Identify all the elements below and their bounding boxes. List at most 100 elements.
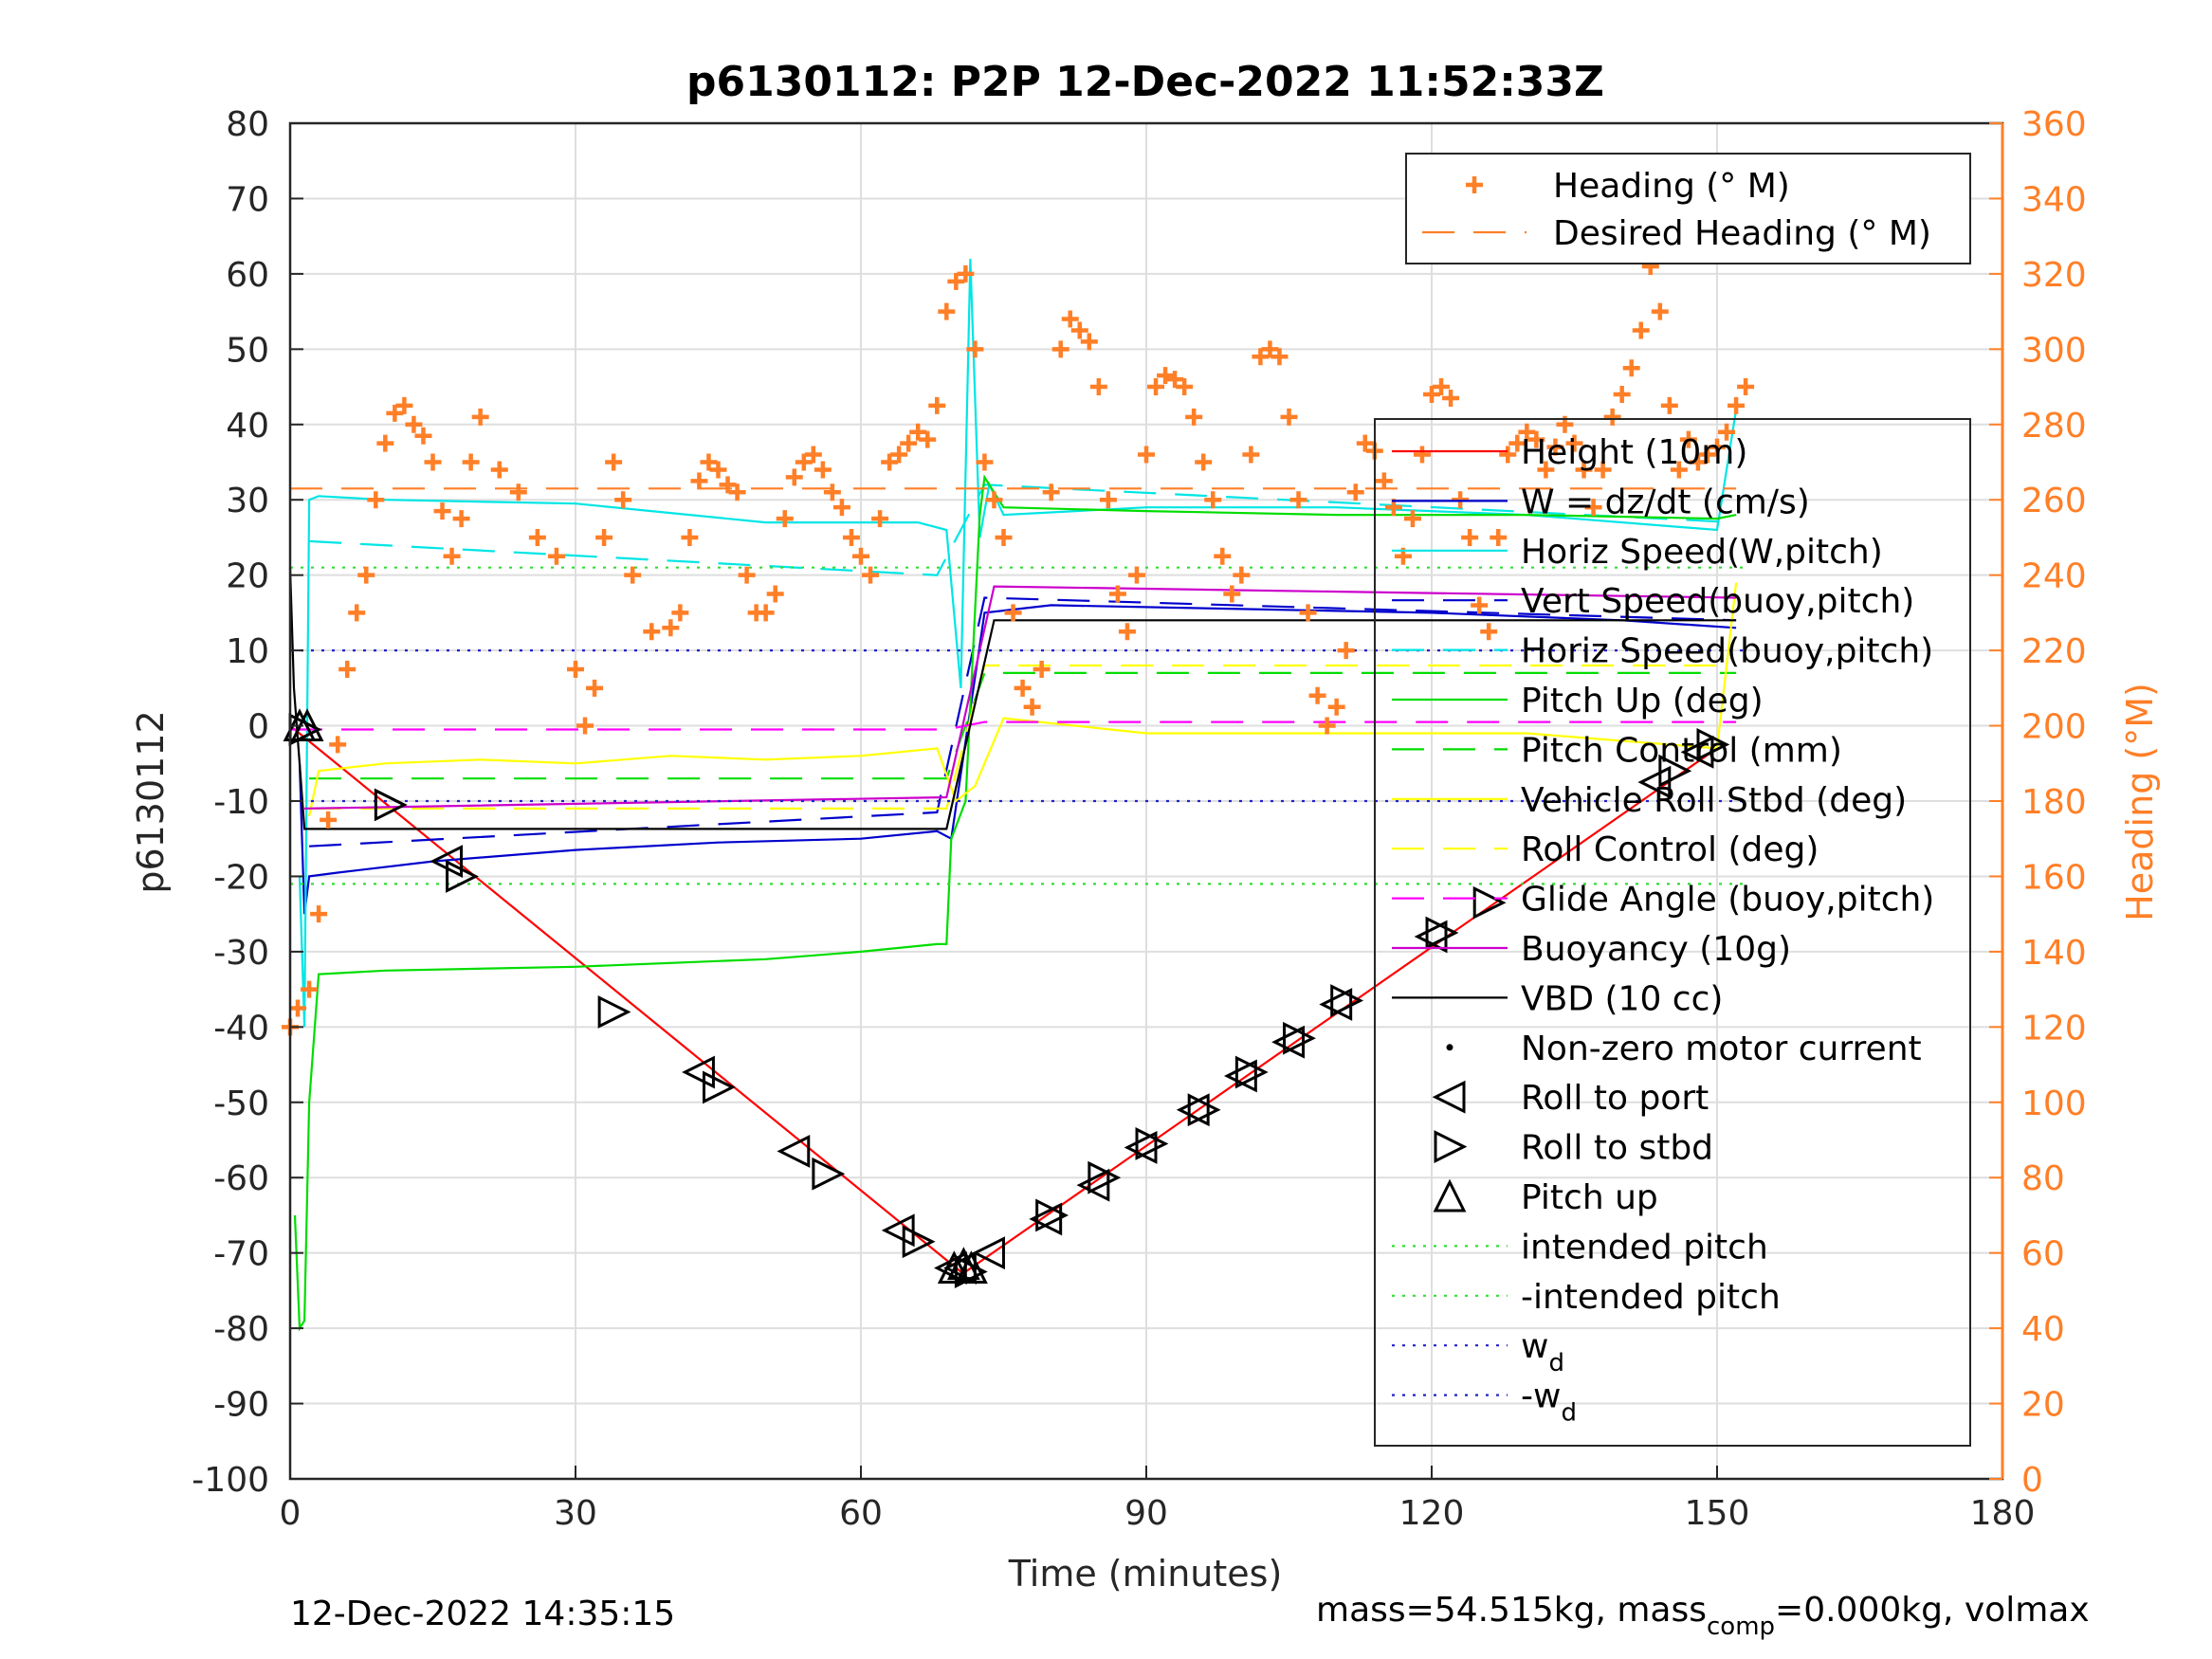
legend-main-sample <box>1434 1130 1468 1164</box>
heading-point <box>1080 333 1098 351</box>
heading-point <box>605 453 623 471</box>
heading-point <box>1127 566 1145 584</box>
heading-point <box>976 453 994 471</box>
x-tick-label: 120 <box>1399 1494 1465 1533</box>
legend-main-label: Non-zero motor current <box>1521 1030 1922 1068</box>
heading-point <box>1499 446 1517 464</box>
y-left-tick-label: 80 <box>226 105 269 144</box>
y-right-tick-label: 160 <box>2021 858 2087 897</box>
y-left-tick-label: 10 <box>226 632 269 671</box>
roll-to-stbd-marker <box>1330 984 1364 1017</box>
heading-point <box>814 461 832 479</box>
legend-main-label: wd <box>1521 1327 1564 1377</box>
series-line-vehicle-roll-stbd-deg <box>308 582 1738 817</box>
heading-point <box>452 510 470 528</box>
heading-point <box>586 679 604 697</box>
legend-heading-label: Desired Heading (° M) <box>1553 214 1931 253</box>
y-axis-right-label: Heading (°M) <box>2119 683 2161 921</box>
roll-to-stbd-marker <box>1088 1160 1122 1194</box>
heading-point <box>1613 386 1631 403</box>
heading-point <box>928 396 946 414</box>
heading-point <box>1299 604 1317 622</box>
heading-point <box>1718 423 1736 441</box>
roll-to-stbd-marker <box>1187 1093 1221 1127</box>
series-line-pitch-up-deg <box>293 474 1737 1332</box>
heading-point <box>595 528 613 546</box>
roll-to-port-marker <box>1176 1093 1210 1127</box>
y-left-tick-label: 0 <box>247 708 269 747</box>
y-right-tick-label: 100 <box>2021 1085 2087 1123</box>
y-left-tick-label: 50 <box>226 331 269 370</box>
heading-point <box>1546 438 1564 456</box>
series-line-roll-control-deg <box>309 664 1737 811</box>
heading-point <box>1603 408 1621 426</box>
x-axis-label: Time (minutes) <box>1008 1553 1283 1595</box>
pitch-up-marker <box>954 1250 988 1285</box>
heading-point <box>871 510 889 528</box>
heading-point <box>1651 302 1669 320</box>
heading-point <box>414 427 432 445</box>
roll-to-stbd-marker <box>1135 1127 1169 1160</box>
roll-to-stbd-marker <box>812 1157 846 1191</box>
legend-main-label-text: w <box>1521 1327 1548 1366</box>
heading-point <box>1356 434 1374 452</box>
roll-to-stbd-marker <box>597 995 631 1029</box>
legend-main-label-subscript: d <box>1561 1399 1577 1428</box>
x-tick-label: 60 <box>839 1494 883 1533</box>
heading-point <box>376 434 394 452</box>
legend-main-label: Vert Speed(buoy,pitch) <box>1521 582 1914 621</box>
roll-to-port-marker <box>1076 1168 1110 1202</box>
chart-title: p6130112: P2P 12-Dec-2022 11:52:33Z <box>686 58 1604 106</box>
heading-point <box>1679 430 1697 448</box>
roll-to-port-marker <box>972 1236 1005 1270</box>
legend-main-label: -wd <box>1521 1377 1577 1428</box>
legend-main-label-text: Horiz Speed(W,pitch) <box>1521 533 1883 572</box>
y-right-tick-label: 280 <box>2021 407 2087 446</box>
roll-to-stbd-marker <box>902 1225 936 1259</box>
legend-main-label-text: Pitch Control (mm) <box>1521 731 1842 770</box>
y-left-tick-label: -90 <box>213 1386 269 1425</box>
heading-point <box>852 547 869 565</box>
legend-main-label-text: Pitch Up (deg) <box>1521 682 1764 720</box>
heading-point <box>1014 679 1032 697</box>
heading-point <box>1337 642 1355 660</box>
heading-point <box>547 547 565 565</box>
legend-main: Height (10m) W = dz/dt (cm/s) Horiz Speed(… <box>1374 418 1971 1447</box>
heading-point <box>719 476 737 494</box>
heading-point <box>795 453 813 471</box>
legend-main-label-text: Height (10m) <box>1521 433 1747 472</box>
roll-to-port-marker <box>777 1134 811 1168</box>
legend-main-label: Pitch Up (deg) <box>1521 682 1764 720</box>
y-right-tick-label: 200 <box>2021 708 2087 747</box>
heading-point <box>1518 423 1536 441</box>
y-left-tick-label: -70 <box>213 1235 269 1274</box>
heading-point <box>785 468 803 486</box>
heading-point <box>1138 446 1155 464</box>
heading-point <box>681 528 699 546</box>
roll-to-stbd-marker <box>1283 1021 1316 1055</box>
heading-point <box>1242 446 1260 464</box>
heading-point <box>1508 434 1526 452</box>
y-right-tick-label: 360 <box>2021 105 2087 144</box>
y-right-tick-label: 340 <box>2021 180 2087 219</box>
legend-main-label-text: Vehicle Roll Stbd (deg) <box>1521 781 1907 820</box>
legend-main-label: Vehicle Roll Stbd (deg) <box>1521 781 1907 820</box>
legend-main-label-text: Glide Angle (buoy,pitch) <box>1521 881 1934 920</box>
footer-mass: mass=54.515kg, masscomp=0.000kg, volmax <box>1316 1591 2090 1641</box>
heading-point <box>289 999 307 1017</box>
heading-point <box>1471 596 1489 614</box>
y-left-tick-label: 40 <box>226 407 269 446</box>
heading-point <box>700 453 718 471</box>
heading-point <box>1452 491 1470 509</box>
heading-point <box>1118 623 1136 641</box>
heading-point <box>1195 453 1213 471</box>
heading-point <box>1261 340 1279 358</box>
y-right-tick-label: 220 <box>2021 632 2087 671</box>
heading-point <box>1147 378 1165 396</box>
heading-point <box>424 453 442 471</box>
heading-point <box>1594 461 1612 479</box>
heading-point <box>671 604 689 622</box>
heading-point <box>1023 698 1041 716</box>
x-tick-label: 180 <box>1970 1494 2036 1533</box>
heading-point <box>1089 378 1107 396</box>
